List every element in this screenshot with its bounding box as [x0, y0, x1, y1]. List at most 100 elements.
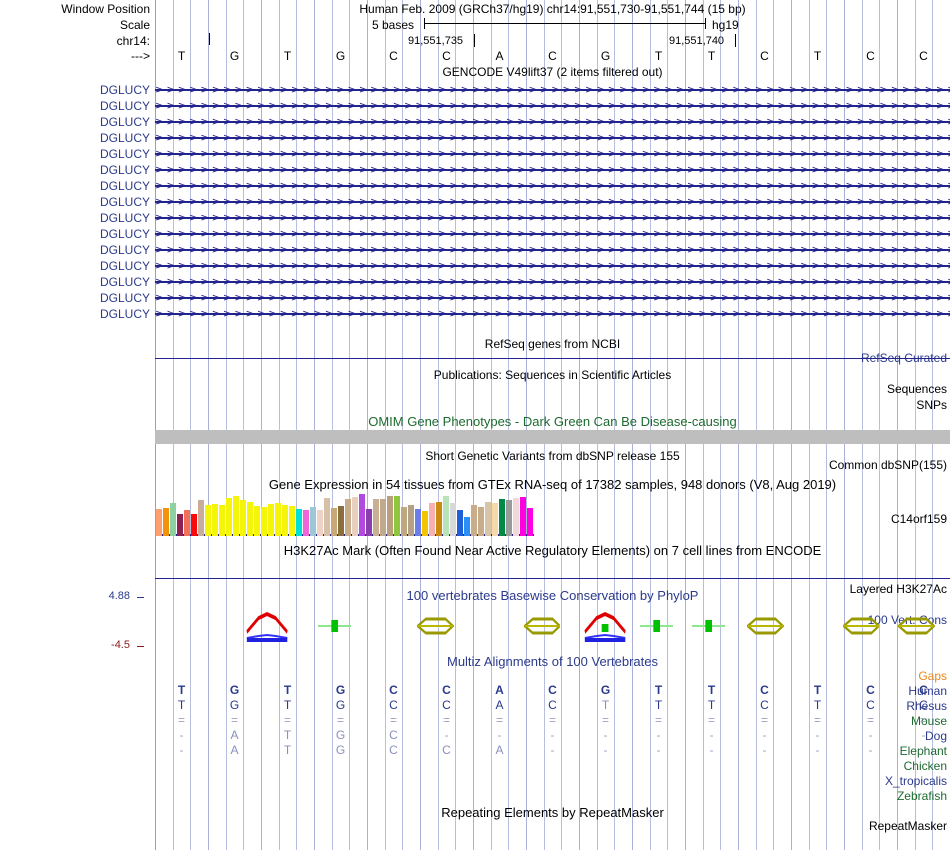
gtex-tissue-bar[interactable] — [233, 495, 240, 536]
conservation-feature[interactable] — [639, 596, 674, 648]
species-label-rhesus[interactable]: Rhesus — [906, 699, 947, 713]
gencode-gene-label[interactable]: DGLUCY — [99, 227, 150, 241]
gencode-gene-label[interactable]: DGLUCY — [99, 211, 150, 225]
gencode-transcript-row[interactable]: >>>>>>>>>>>>>>>>>>>>>>>>>>>>>>>>>>>>>>>>… — [155, 98, 950, 114]
species-label-dog[interactable]: Dog — [924, 729, 947, 743]
gtex-tissue-bar[interactable] — [499, 499, 506, 536]
gencode-gene-label[interactable]: DGLUCY — [99, 307, 150, 321]
gtex-tissue-bar[interactable] — [443, 495, 450, 536]
snps-label[interactable]: SNPs — [916, 398, 947, 412]
gencode-gene-label[interactable]: DGLUCY — [99, 147, 150, 161]
gencode-transcript-row[interactable]: >>>>>>>>>>>>>>>>>>>>>>>>>>>>>>>>>>>>>>>>… — [155, 146, 950, 162]
gtex-tissue-bar[interactable] — [184, 510, 191, 536]
h3k27ac-label[interactable]: Layered H3K27Ac — [849, 582, 947, 596]
gtex-tissue-bar[interactable] — [254, 506, 261, 536]
gtex-tissue-bar[interactable] — [240, 499, 247, 536]
gtex-tissue-bar[interactable] — [261, 506, 268, 536]
publications-label[interactable]: Sequences — [886, 382, 947, 396]
gtex-tissue-bar[interactable] — [163, 507, 170, 536]
gtex-tissue-bar[interactable] — [268, 504, 275, 536]
gencode-transcript-row[interactable]: >>>>>>>>>>>>>>>>>>>>>>>>>>>>>>>>>>>>>>>>… — [155, 130, 950, 146]
gtex-tissue-bar[interactable] — [527, 507, 534, 536]
gtex-tissue-bar[interactable] — [345, 499, 352, 536]
gencode-transcript-row[interactable]: >>>>>>>>>>>>>>>>>>>>>>>>>>>>>>>>>>>>>>>>… — [155, 306, 950, 322]
gtex-tissue-bar[interactable] — [492, 503, 499, 536]
repeatmasker-label[interactable]: RepeatMasker — [868, 819, 947, 833]
alignment-row-chicken[interactable] — [155, 758, 950, 773]
gtex-tissue-bar[interactable] — [198, 499, 205, 536]
gtex-tissue-bar[interactable] — [422, 511, 429, 536]
conservation-feature[interactable] — [841, 596, 881, 648]
gtex-tissue-bar[interactable] — [303, 510, 310, 536]
conservation-feature[interactable] — [584, 596, 626, 648]
gencode-transcript-row[interactable]: >>>>>>>>>>>>>>>>>>>>>>>>>>>>>>>>>>>>>>>>… — [155, 162, 950, 178]
gtex-tissue-bar[interactable] — [436, 501, 443, 536]
gtex-tissue-bar[interactable] — [310, 506, 317, 536]
gtex-tissue-bar[interactable] — [338, 506, 345, 536]
species-label-elephant[interactable]: Elephant — [899, 744, 947, 758]
gencode-gene-label[interactable]: DGLUCY — [99, 195, 150, 209]
gtex-tissue-bar[interactable] — [156, 508, 163, 536]
conservation-feature[interactable] — [746, 596, 785, 648]
gtex-tissue-bar[interactable] — [247, 501, 254, 536]
gencode-gene-label[interactable]: DGLUCY — [99, 259, 150, 273]
gtex-tissue-bar[interactable] — [408, 505, 415, 536]
gtex-tissue-bar[interactable] — [212, 504, 219, 536]
gencode-transcript-row[interactable]: >>>>>>>>>>>>>>>>>>>>>>>>>>>>>>>>>>>>>>>>… — [155, 274, 950, 290]
gencode-gene-label[interactable]: DGLUCY — [99, 163, 150, 177]
gtex-tissue-bar[interactable] — [352, 497, 359, 536]
conservation-plot[interactable] — [155, 596, 950, 648]
species-label-human[interactable]: Human — [908, 684, 947, 698]
conservation-feature[interactable] — [317, 596, 352, 648]
gtex-tissue-bar[interactable] — [513, 498, 520, 536]
gtex-tissue-bar[interactable] — [380, 499, 387, 536]
conservation-feature[interactable] — [416, 596, 455, 648]
gtex-tissue-bar[interactable] — [219, 504, 226, 536]
gencode-transcript-row[interactable]: >>>>>>>>>>>>>>>>>>>>>>>>>>>>>>>>>>>>>>>>… — [155, 242, 950, 258]
gencode-transcript-row[interactable]: >>>>>>>>>>>>>>>>>>>>>>>>>>>>>>>>>>>>>>>>… — [155, 210, 950, 226]
gtex-tissue-bar[interactable] — [387, 496, 394, 536]
gencode-gene-label[interactable]: DGLUCY — [99, 99, 150, 113]
conservation-feature[interactable] — [897, 596, 936, 648]
gencode-transcript-row[interactable]: >>>>>>>>>>>>>>>>>>>>>>>>>>>>>>>>>>>>>>>>… — [155, 194, 950, 210]
gtex-tissue-bar[interactable] — [331, 507, 338, 536]
alignment-row-x_tropicalis[interactable] — [155, 773, 950, 788]
gtex-tissue-bar[interactable] — [478, 506, 485, 536]
gencode-transcript-row[interactable]: >>>>>>>>>>>>>>>>>>>>>>>>>>>>>>>>>>>>>>>>… — [155, 258, 950, 274]
gtex-tissue-bar[interactable] — [177, 514, 184, 536]
alignment-row-mouse[interactable]: = = = = = = = = = = = = = = = — [155, 713, 950, 728]
species-label-x_tropicalis[interactable]: X_tropicalis — [884, 774, 947, 788]
conservation-feature[interactable] — [522, 596, 562, 648]
gtex-tissue-bar[interactable] — [359, 493, 366, 536]
gtex-tissue-bar[interactable] — [226, 498, 233, 536]
species-label-mouse[interactable]: Mouse — [910, 714, 947, 728]
omim-feature-band[interactable] — [155, 430, 950, 444]
gencode-gene-label[interactable]: DGLUCY — [99, 83, 150, 97]
gencode-gene-label[interactable]: DGLUCY — [99, 179, 150, 193]
gtex-tissue-bar[interactable] — [317, 509, 324, 536]
gtex-tissue-bar[interactable] — [520, 497, 527, 536]
gtex-tissue-bar[interactable] — [450, 503, 457, 536]
species-label-zebrafish[interactable]: Zebrafish — [896, 789, 947, 803]
conservation-feature[interactable] — [246, 596, 289, 648]
gencode-transcript-row[interactable]: >>>>>>>>>>>>>>>>>>>>>>>>>>>>>>>>>>>>>>>>… — [155, 114, 950, 130]
gencode-gene-label[interactable]: DGLUCY — [99, 291, 150, 305]
gencode-transcript-row[interactable]: >>>>>>>>>>>>>>>>>>>>>>>>>>>>>>>>>>>>>>>>… — [155, 178, 950, 194]
gtex-expression-chart[interactable] — [156, 490, 534, 536]
gtex-tissue-bar[interactable] — [485, 501, 492, 536]
gtex-tissue-bar[interactable] — [429, 502, 436, 536]
gencode-transcript-row[interactable]: >>>>>>>>>>>>>>>>>>>>>>>>>>>>>>>>>>>>>>>>… — [155, 82, 950, 98]
gtex-tissue-bar[interactable] — [282, 505, 289, 536]
gencode-gene-label[interactable]: DGLUCY — [99, 131, 150, 145]
gtex-tissue-bar[interactable] — [464, 516, 471, 536]
gtex-tissue-bar[interactable] — [471, 505, 478, 536]
gencode-transcript-row[interactable]: >>>>>>>>>>>>>>>>>>>>>>>>>>>>>>>>>>>>>>>>… — [155, 290, 950, 306]
gtex-tissue-bar[interactable] — [191, 514, 198, 536]
gencode-gene-label[interactable]: DGLUCY — [99, 115, 150, 129]
gencode-transcript-row[interactable]: >>>>>>>>>>>>>>>>>>>>>>>>>>>>>>>>>>>>>>>>… — [155, 226, 950, 242]
gtex-tissue-bar[interactable] — [373, 499, 380, 536]
gtex-tissue-bar[interactable] — [324, 498, 331, 536]
